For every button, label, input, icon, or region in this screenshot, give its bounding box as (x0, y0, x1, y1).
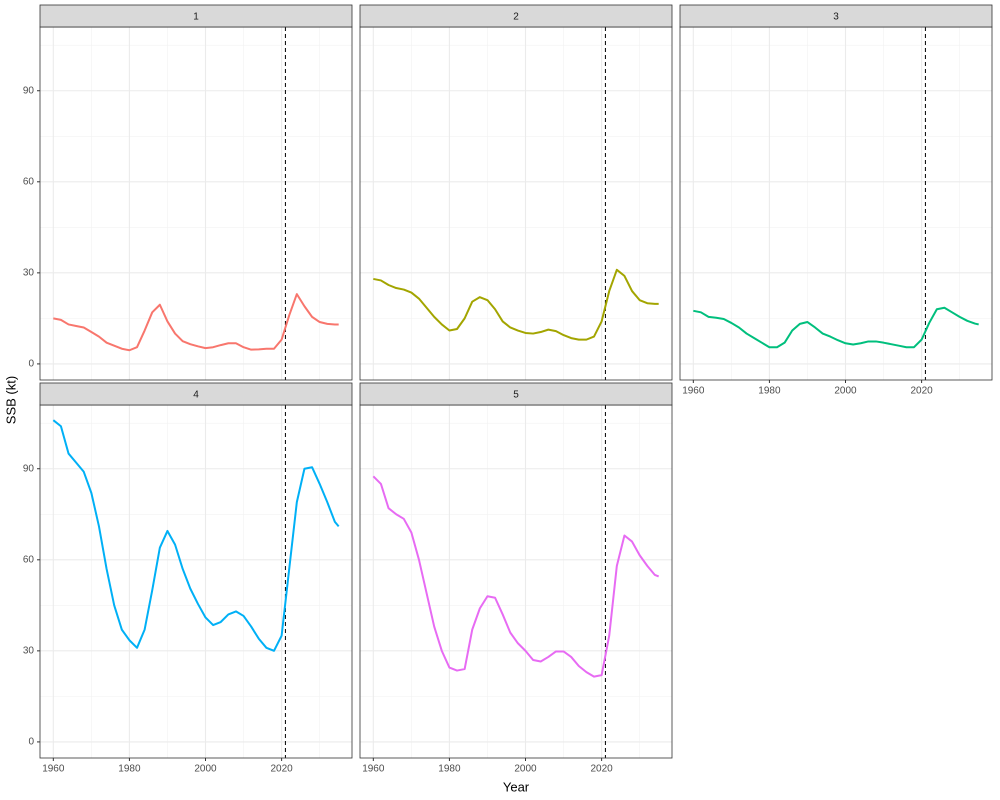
strip (39, 382, 353, 406)
strip-label: 1 (193, 12, 199, 23)
y-tick-label: 60 (23, 176, 35, 187)
x-tick-label: 2000 (514, 764, 537, 775)
strip (359, 4, 673, 28)
y-tick-label: 90 (23, 463, 35, 474)
x-tick-label: 1960 (682, 386, 705, 397)
strip-label: 5 (513, 390, 519, 401)
data-line (53, 293, 339, 352)
data-line (373, 268, 659, 341)
x-axis-title: Year (503, 779, 530, 794)
x-tick-label: 1960 (362, 764, 385, 775)
panel: 1 0 30 60 90 (23, 4, 353, 381)
panel: 4 0 30 60 90 1960 1980 2000 2020 (23, 382, 353, 775)
y-tick-label: 0 (28, 737, 34, 748)
x-tick-label: 2000 (834, 386, 857, 397)
panel: 2 (359, 4, 673, 381)
y-axis-title: SSB (kt) (3, 376, 18, 424)
x-tick-label: 2020 (590, 764, 613, 775)
x-tick-label: 1960 (42, 764, 65, 775)
x-tick-label: 2020 (910, 386, 933, 397)
y-tick-label: 30 (23, 645, 35, 656)
x-tick-label: 1980 (758, 386, 781, 397)
panel-background (40, 405, 352, 758)
y-tick-label: 30 (23, 267, 35, 278)
strip (679, 4, 993, 28)
y-tick-label: 60 (23, 554, 35, 565)
x-tick-label: 1980 (118, 764, 141, 775)
x-tick-label: 2000 (194, 764, 217, 775)
y-tick-label: 90 (23, 85, 35, 96)
panel-background (360, 27, 672, 380)
strip-label: 4 (193, 390, 199, 401)
data-line (372, 475, 660, 678)
strip-label: 2 (513, 12, 519, 23)
strip (39, 4, 353, 28)
panel: 3 1960 1980 2000 2020 (679, 4, 993, 397)
data-line (52, 419, 340, 652)
data-line (693, 306, 979, 349)
strip (359, 382, 673, 406)
panel: 5 1960 1980 2000 2020 (359, 382, 673, 775)
x-tick-label: 2020 (270, 764, 293, 775)
y-tick-label: 0 (28, 359, 34, 370)
panel-background (360, 405, 672, 758)
x-tick-label: 1980 (438, 764, 461, 775)
panel-background (680, 27, 992, 380)
strip-label: 3 (833, 12, 839, 23)
panel-background (40, 27, 352, 380)
